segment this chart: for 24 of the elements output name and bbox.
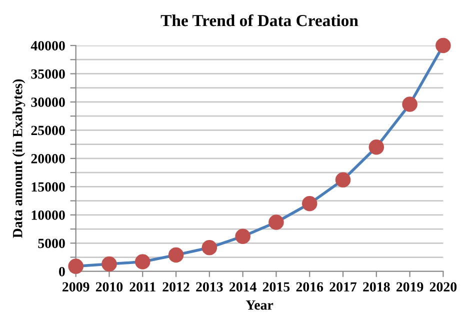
x-tick-label: 2012 (162, 282, 190, 292)
x-tick-label: 2018 (363, 282, 390, 292)
y-tick-label: 40000 (30, 41, 65, 50)
y-tick-label: 10000 (32, 210, 65, 220)
x-tick-label: 2020 (430, 282, 457, 292)
y-tick-label: 25000 (31, 126, 65, 136)
x-tick-label: 2015 (262, 282, 290, 292)
x-tick-label: 2016 (296, 282, 324, 292)
y-tick-label: 5000 (38, 238, 65, 248)
x-tick-label: 2011 (130, 282, 156, 292)
x-tick-label: 2009 (62, 282, 90, 292)
x-tick-label: 2019 (396, 282, 424, 292)
y-axis-title: Data amount (in Exabytes) (12, 79, 26, 238)
y-tick-label: 20000 (31, 154, 65, 164)
y-tick-label: 15000 (32, 182, 65, 192)
y-tick-label: 35000 (31, 69, 65, 79)
x-tick-label: 2010 (96, 282, 123, 292)
chart-title: The Trend of Data Creation (160, 14, 358, 26)
x-axis-title: Year (246, 300, 274, 310)
x-tick-label: 2014 (230, 282, 256, 292)
y-tick-label: 0 (59, 266, 65, 276)
x-tick-label: 2017 (330, 282, 357, 292)
x-tick-label: 2013 (196, 282, 223, 292)
y-tick-label: 30000 (31, 98, 65, 107)
